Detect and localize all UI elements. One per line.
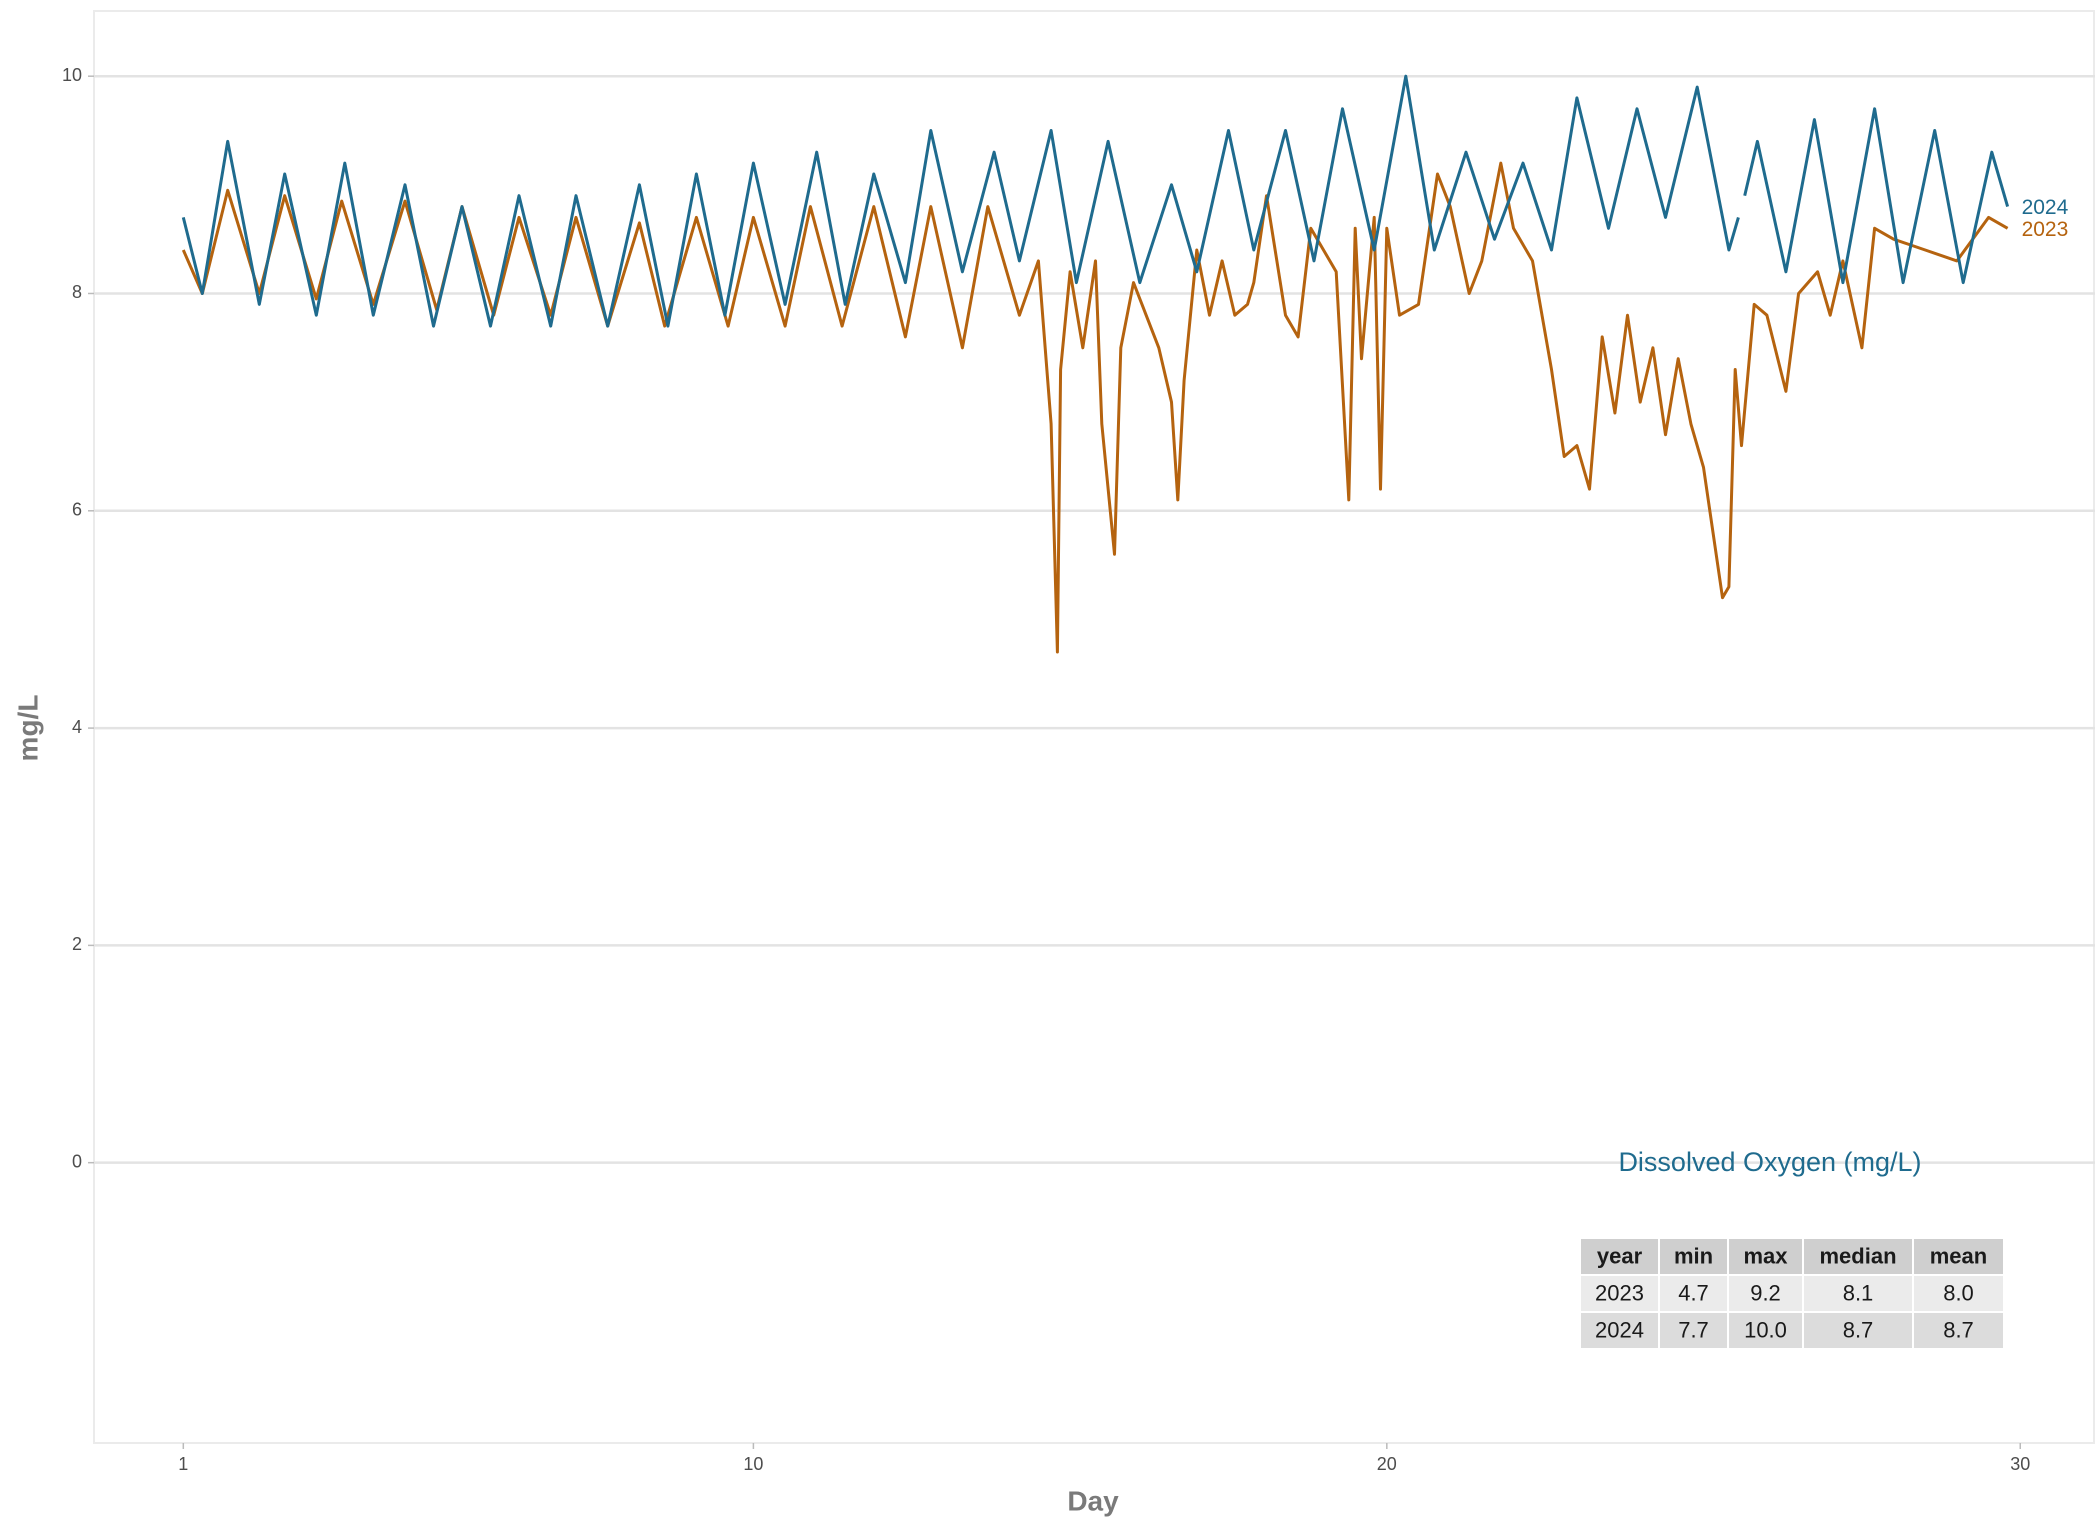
- y-axis-title: mg/L: [12, 695, 43, 762]
- series-line: [181, 161, 2009, 654]
- table-cell-text: 2023: [1595, 1280, 1644, 1305]
- x-tick-label: 20: [1377, 1454, 1397, 1474]
- y-tick-label: 8: [72, 282, 82, 302]
- table-cell-text: 8.7: [1943, 1317, 1974, 1342]
- table-header: max: [1743, 1243, 1788, 1268]
- table-cell: [1729, 1276, 1802, 1311]
- table-cell: [1804, 1313, 1912, 1348]
- x-tick-label: 30: [2010, 1454, 2030, 1474]
- table-cell: [1804, 1276, 1912, 1311]
- table-cell: [1660, 1239, 1727, 1274]
- table-cell: [1914, 1239, 2003, 1274]
- table-header: mean: [1930, 1243, 1987, 1268]
- table-cell-text: 10.0: [1744, 1317, 1787, 1342]
- table-cell: [1914, 1276, 2003, 1311]
- table-cell: [1581, 1313, 1658, 1348]
- y-tick-label: 6: [72, 500, 82, 520]
- x-tick-label: 10: [743, 1454, 763, 1474]
- series-line: [181, 74, 2010, 328]
- table-cell-text: 2024: [1595, 1317, 1644, 1342]
- series-end-label: 2024: [2022, 196, 2069, 219]
- y-tick-label: 4: [72, 717, 82, 737]
- table-cell: [1660, 1276, 1727, 1311]
- y-tick-label: 10: [62, 65, 82, 85]
- y-tick-label: 0: [72, 1151, 82, 1171]
- table-cell-text: 8.0: [1943, 1280, 1974, 1305]
- table-cell-text: 7.7: [1678, 1317, 1709, 1342]
- table-title: Dissolved Oxygen (mg/L): [1618, 1147, 1921, 1177]
- table-cell-text: 4.7: [1678, 1280, 1709, 1305]
- table-header: year: [1597, 1243, 1643, 1268]
- table-cell: [1914, 1313, 2003, 1348]
- series-end-label: 2023: [2022, 218, 2069, 241]
- table-cell-text: 8.7: [1843, 1317, 1874, 1342]
- table-cell: [1804, 1239, 1912, 1274]
- table-cell: [1581, 1239, 1658, 1274]
- table-cell-text: 9.2: [1750, 1280, 1781, 1305]
- table-cell: [1660, 1313, 1727, 1348]
- table-cell: [1729, 1313, 1802, 1348]
- table-header: median: [1819, 1243, 1896, 1268]
- table-cell-text: 8.1: [1843, 1280, 1874, 1305]
- y-tick-label: 2: [72, 934, 82, 954]
- x-axis-title: Day: [1067, 1485, 1119, 1516]
- table-cell: [1581, 1276, 1658, 1311]
- x-tick-label: 1: [178, 1454, 188, 1474]
- table-cell: [1729, 1239, 1802, 1274]
- table-header: min: [1674, 1243, 1713, 1268]
